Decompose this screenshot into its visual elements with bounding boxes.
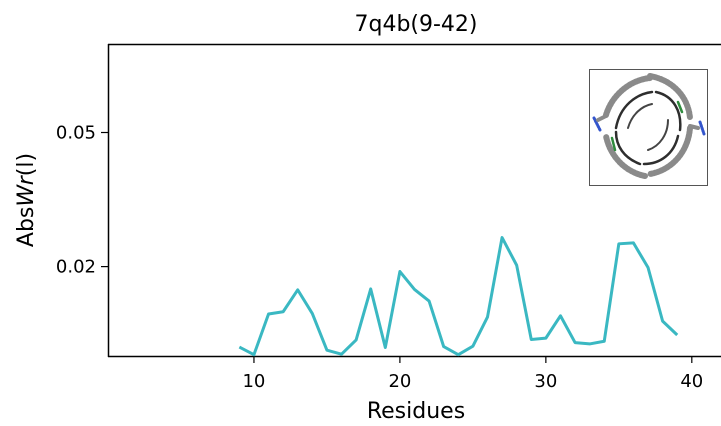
y-axis-label: AbsWr(l) bbox=[14, 153, 39, 247]
x-ticks: 10 20 30 40 bbox=[242, 356, 703, 392]
y-axis-label-italic: Wr bbox=[14, 174, 39, 206]
y-ticks: 0.02 0.05 bbox=[56, 123, 108, 278]
x-tick-label: 40 bbox=[680, 371, 703, 392]
y-axis-label-suffix: (l) bbox=[14, 153, 39, 176]
x-axis-label: Residues bbox=[367, 399, 465, 424]
chart-title: 7q4b(9-42) bbox=[354, 12, 477, 37]
x-tick-label: 20 bbox=[388, 371, 411, 392]
plot-area bbox=[107, 43, 721, 358]
x-tick-label: 10 bbox=[242, 371, 265, 392]
y-axis-label-prefix: Abs bbox=[14, 207, 39, 247]
protein-structure-inset bbox=[589, 69, 708, 186]
y-tick-label: 0.05 bbox=[56, 123, 96, 144]
y-tick-label: 0.02 bbox=[56, 257, 96, 278]
series-line bbox=[238, 236, 679, 357]
x-tick-label: 30 bbox=[534, 371, 557, 392]
